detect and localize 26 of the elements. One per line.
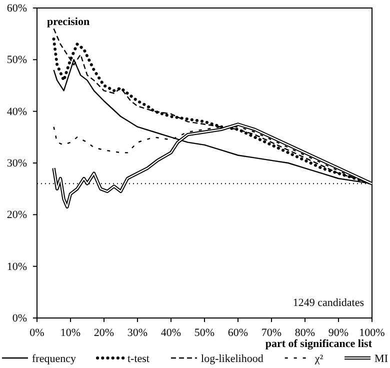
- x-tick-label: 80%: [294, 326, 316, 339]
- annotation: 1249 candidates: [292, 297, 364, 309]
- x-tick-label: 100%: [359, 326, 385, 339]
- y-tick-label: 40%: [6, 106, 27, 118]
- legend-label: MI: [374, 353, 388, 365]
- y-tick-label: 30%: [6, 158, 27, 170]
- y-tick-label: 20%: [6, 209, 27, 222]
- x-tick-label: 60%: [228, 326, 248, 339]
- y-tick-label: 10%: [6, 260, 27, 273]
- y-tick-label: 0%: [12, 312, 27, 325]
- x-tick-label: 50%: [194, 326, 215, 339]
- y-axis-title: precision: [47, 16, 90, 28]
- x-tick-label: 70%: [261, 326, 282, 339]
- x-axis-title: part of significance list: [265, 338, 372, 350]
- x-tick-label: 20%: [94, 326, 114, 339]
- y-tick-label: 50%: [6, 54, 27, 66]
- legend-label: t-test: [127, 353, 150, 365]
- x-tick-label: 10%: [60, 326, 81, 339]
- x-tick-label: 30%: [127, 326, 148, 339]
- x-tick-label: 40%: [160, 326, 182, 339]
- y-tick-label: 60%: [6, 2, 27, 15]
- x-tick-label: 0%: [30, 326, 44, 339]
- legend-label: frequency: [32, 353, 76, 365]
- legend-label: log-likelihood: [201, 353, 264, 365]
- legend-label: χ²: [314, 353, 324, 365]
- x-tick-label: 90%: [328, 326, 349, 339]
